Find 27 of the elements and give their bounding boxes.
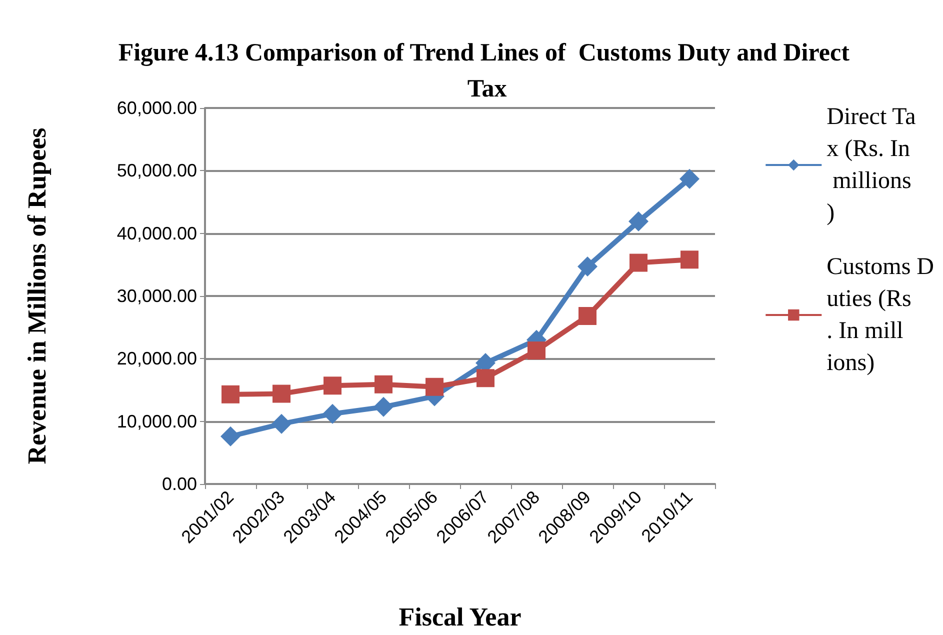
point bbox=[528, 342, 546, 360]
point bbox=[628, 211, 648, 232]
point bbox=[374, 375, 392, 394]
y-tick-label: 0.00 bbox=[162, 474, 197, 494]
point bbox=[220, 426, 240, 446]
y-axis-title: Revenue in Millions of Rupees bbox=[22, 128, 52, 464]
x-axis-title: Fiscal Year bbox=[398, 602, 522, 632]
point bbox=[222, 385, 240, 404]
y-tick-label: 40,000.00 bbox=[116, 223, 197, 244]
point bbox=[578, 256, 598, 277]
point bbox=[630, 254, 648, 272]
y-tick-label: 30,000.00 bbox=[116, 286, 197, 306]
point bbox=[680, 168, 700, 189]
legend-label: Direct Tax (Rs. In millions) bbox=[826, 104, 916, 226]
point bbox=[322, 404, 342, 424]
point bbox=[578, 307, 596, 326]
y-tick-label: 50,000.00 bbox=[116, 160, 197, 181]
point bbox=[324, 376, 342, 395]
y-tick-label: 20,000.00 bbox=[116, 348, 197, 369]
point bbox=[272, 414, 292, 434]
point bbox=[426, 378, 444, 396]
point bbox=[374, 396, 394, 417]
point bbox=[680, 250, 698, 269]
y-tick-label: 10,000.00 bbox=[116, 411, 197, 432]
point bbox=[476, 369, 494, 388]
point bbox=[272, 384, 290, 403]
legend-label: Customs Duties (Rs. In millions) bbox=[826, 254, 934, 376]
